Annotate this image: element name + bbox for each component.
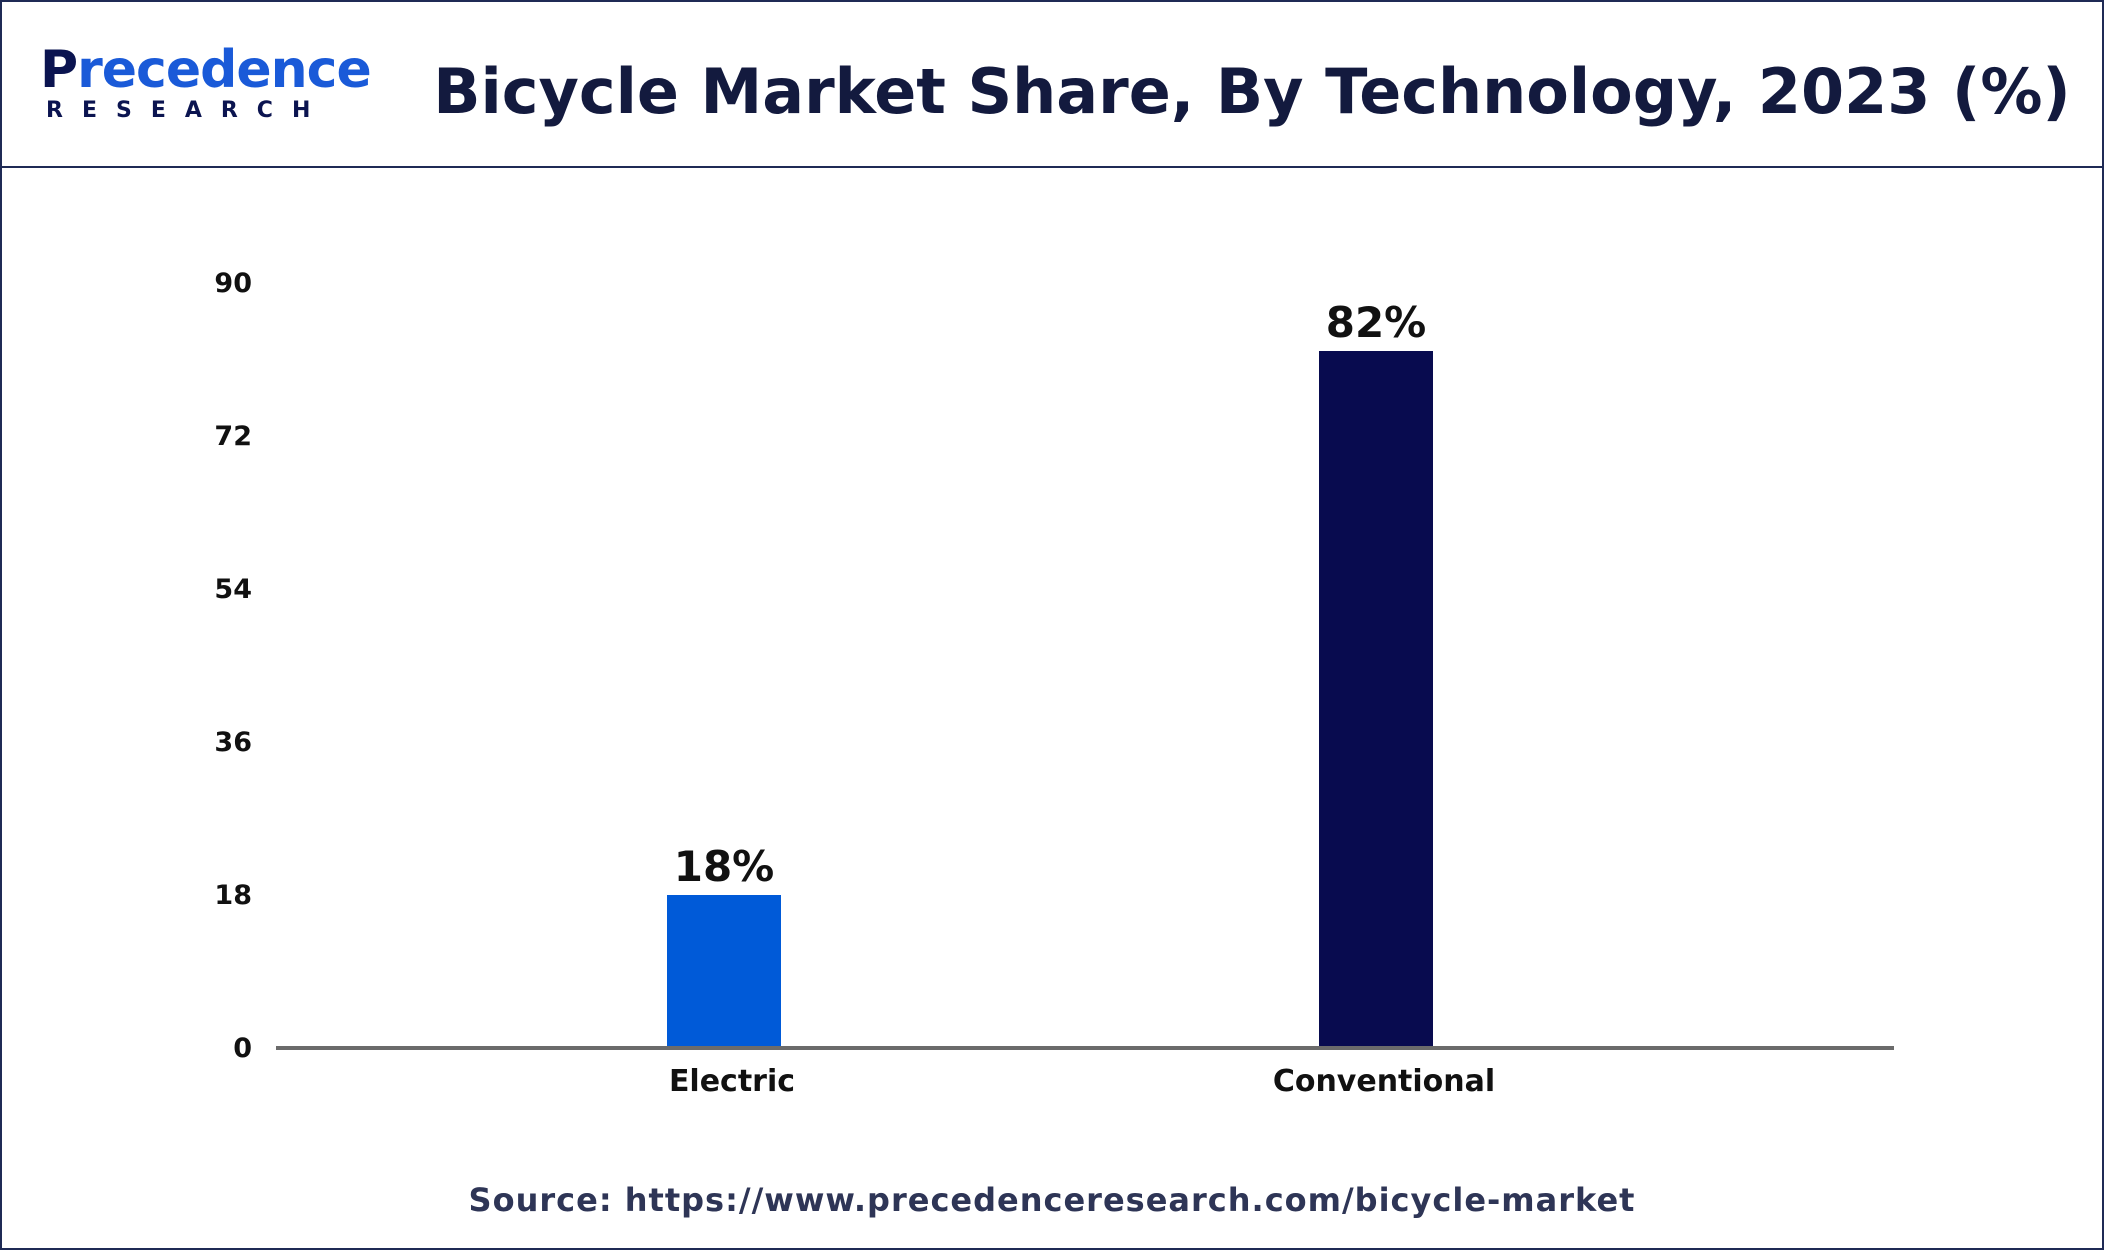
y-tick-label: 18: [214, 880, 252, 911]
data-label-conventional: 82%: [1326, 298, 1427, 347]
category-label-conventional: Conventional: [1273, 1064, 1495, 1099]
y-axis-ticks: 0 18 36 54 72 90: [214, 268, 252, 1064]
data-label-electric: 18%: [674, 842, 775, 891]
source-note: Source: https://www.precedenceresearch.c…: [468, 1181, 1636, 1219]
bar-conventional: [1319, 351, 1433, 1048]
data-labels: 18% 82%: [674, 298, 1427, 891]
logo-subtitle: RESEARCH: [46, 98, 330, 123]
y-tick-label: 36: [214, 727, 252, 758]
y-tick-label: 0: [233, 1033, 252, 1064]
bars: [667, 351, 1433, 1048]
logo-wordmark: Precedence: [40, 40, 372, 100]
logo-word-rest: recedence: [77, 40, 372, 100]
logo-initial: P: [40, 40, 78, 100]
page-title: Bicycle Market Share, By Technology, 202…: [433, 55, 2071, 128]
bar-chart: 0 18 36 54 72 90 Electric Conventional 18% 82%: [214, 268, 1894, 1099]
category-labels: Electric Conventional: [669, 1064, 1495, 1099]
brand-logo: Precedence RESEARCH: [40, 40, 372, 130]
y-tick-label: 72: [214, 421, 252, 452]
y-tick-label: 90: [214, 268, 252, 299]
bar-electric: [667, 895, 781, 1048]
y-tick-label: 54: [214, 574, 252, 605]
header: Precedence RESEARCH Bicycle Market Share…: [2, 2, 2102, 168]
category-label-electric: Electric: [669, 1064, 795, 1099]
